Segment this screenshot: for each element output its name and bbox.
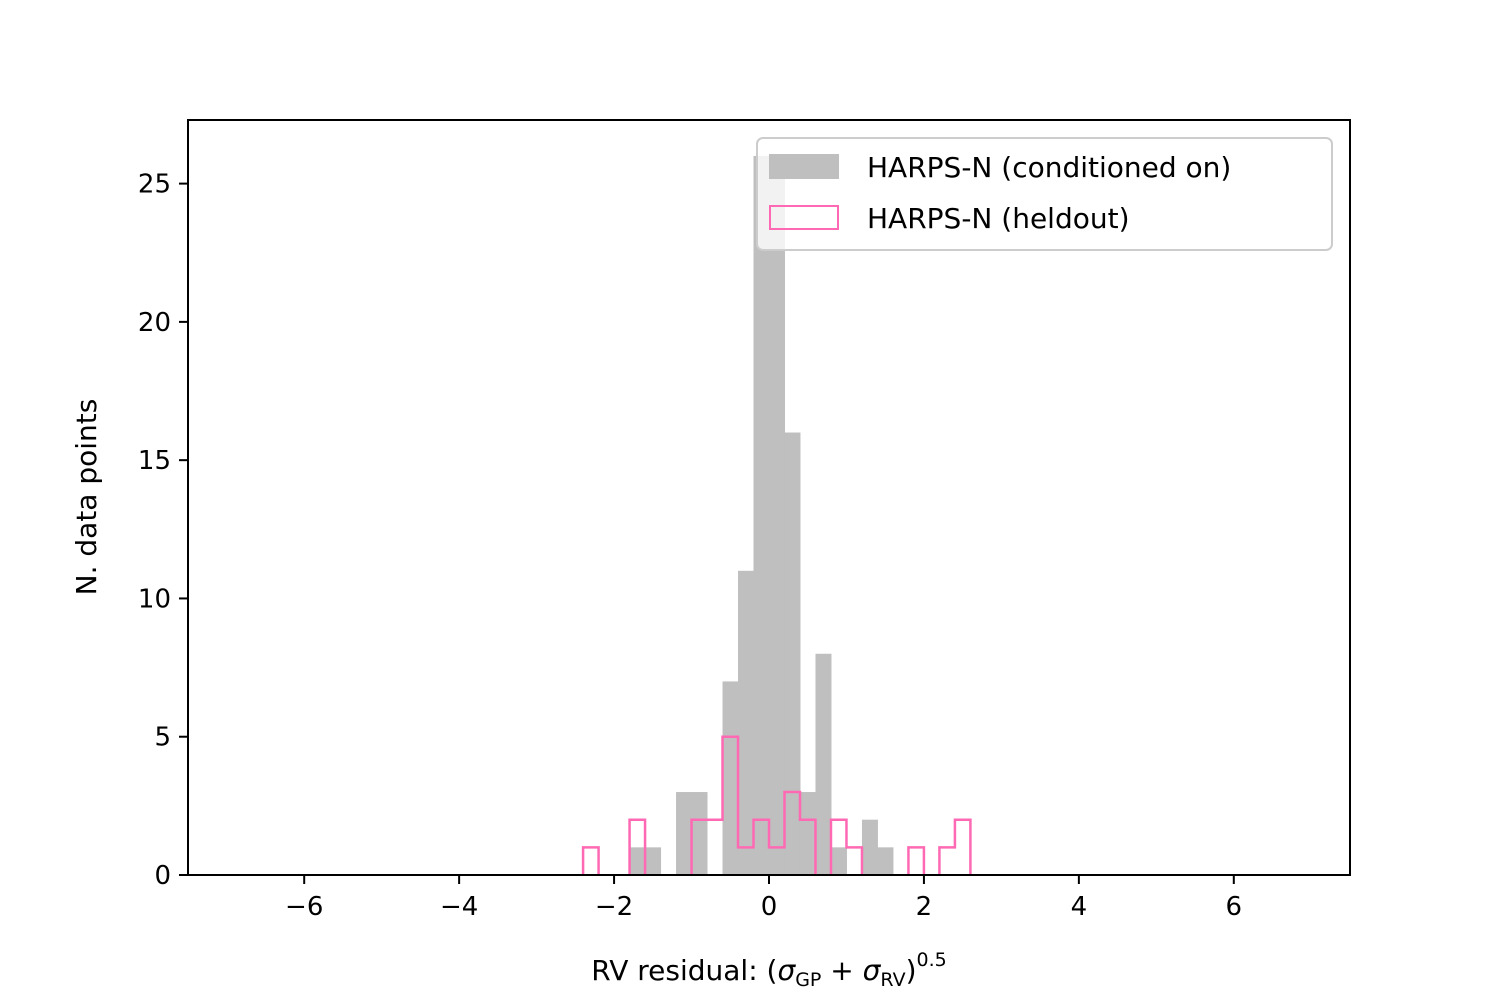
y-tick-label: 10 <box>138 584 171 614</box>
bar-conditioned-7 <box>769 155 785 875</box>
heldout-series <box>581 735 972 875</box>
legend-swatch-conditioned <box>769 154 839 179</box>
step-heldout-3 <box>829 818 864 875</box>
bar-conditioned-11 <box>830 847 847 875</box>
x-tick-label: −2 <box>595 892 633 922</box>
bar-conditioned-0 <box>629 847 646 875</box>
bar-conditioned-13 <box>877 847 894 875</box>
x-tick-label: −4 <box>440 892 478 922</box>
bar-conditioned-1 <box>645 847 662 875</box>
legend-label-conditioned: HARPS-N (conditioned on) <box>867 151 1231 184</box>
y-tick-label: 20 <box>138 308 171 338</box>
bar-conditioned-2 <box>676 792 693 875</box>
x-tick-label: 6 <box>1226 892 1243 922</box>
step-heldout-1 <box>628 818 647 875</box>
legend-box <box>756 137 1333 251</box>
bar-conditioned-5 <box>738 570 755 875</box>
legend: HARPS-N (conditioned on) HARPS-N (heldou… <box>756 137 1333 251</box>
y-axis-ticks: 0 5 10 15 20 25 <box>138 170 188 891</box>
y-tick-label: 15 <box>138 446 171 476</box>
y-tick-label: 25 <box>138 170 171 200</box>
x-axis-label: RV residual: (σGP + σRV)0.5 <box>591 949 946 991</box>
step-heldout-2 <box>690 735 817 875</box>
x-tick-label: −6 <box>285 892 323 922</box>
bar-conditioned-10 <box>815 653 832 875</box>
bar-conditioned-8 <box>784 432 801 875</box>
conditioned-series <box>629 155 894 875</box>
bar-conditioned-6 <box>753 155 770 875</box>
bar-conditioned-3 <box>691 792 708 875</box>
bar-conditioned-9 <box>799 792 816 875</box>
step-heldout-5 <box>938 818 972 875</box>
x-axis-ticks: −6 −4 −2 0 2 4 6 <box>285 875 1242 922</box>
step-heldout-0 <box>581 846 600 875</box>
x-tick-label: 4 <box>1071 892 1088 922</box>
bar-conditioned-12 <box>861 819 878 875</box>
x-tick-label: 0 <box>761 892 778 922</box>
y-tick-label: 5 <box>154 723 171 753</box>
legend-label-heldout: HARPS-N (heldout) <box>867 202 1130 235</box>
y-axis-label: N. data points <box>70 399 103 596</box>
x-tick-label: 2 <box>916 892 933 922</box>
bar-conditioned-4 <box>722 681 739 875</box>
y-tick-label: 0 <box>154 861 171 891</box>
legend-swatch-heldout <box>769 205 839 230</box>
step-heldout-4 <box>907 846 926 875</box>
